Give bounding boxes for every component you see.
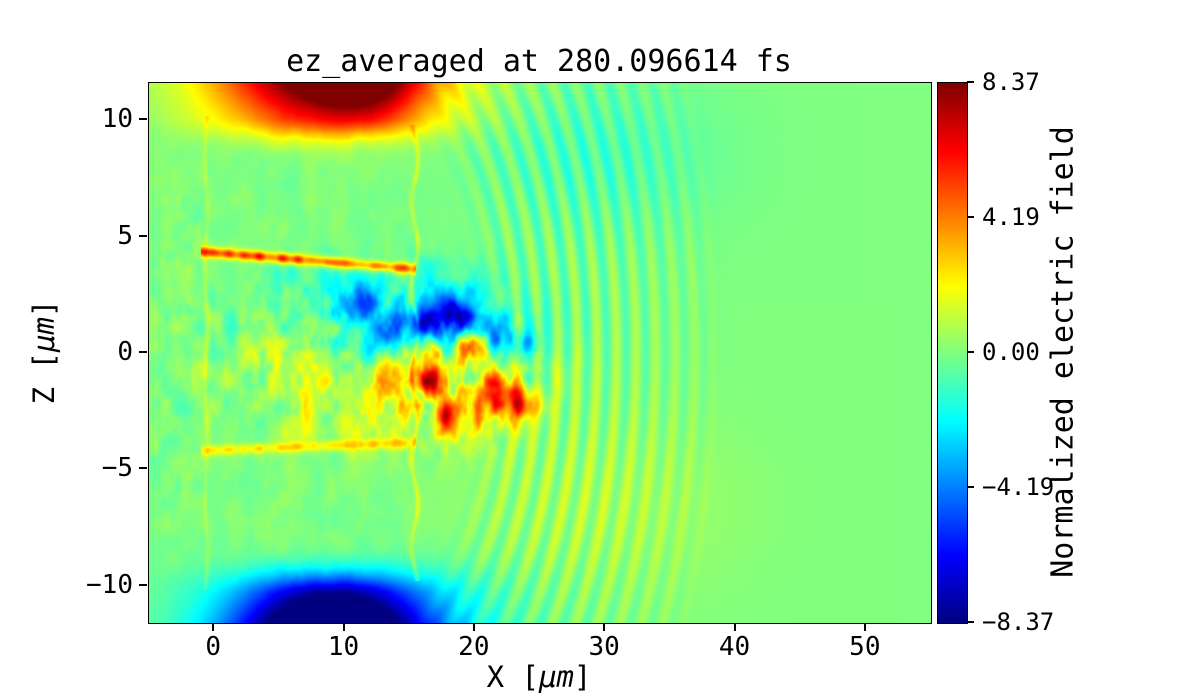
y-tick-label: −10	[86, 569, 133, 600]
y-tick-mark	[139, 118, 147, 121]
y-axis-label-close: ]	[27, 299, 61, 318]
y-tick-mark	[139, 583, 147, 586]
x-axis-label-close: ]	[573, 660, 592, 694]
y-tick-label: 5	[117, 220, 133, 251]
x-tick-label: 20	[458, 632, 490, 662]
x-axis-label-units: μm	[539, 660, 574, 694]
colorbar	[937, 82, 968, 624]
y-tick-mark	[139, 234, 147, 237]
x-tick-mark	[342, 623, 345, 631]
x-tick-mark	[733, 623, 736, 631]
x-axis-label: X [μm]	[148, 660, 930, 694]
x-tick-mark	[863, 623, 866, 631]
colorbar-label: Normalized electric field	[1045, 126, 1081, 578]
colorbar-tick-label: −8.37	[982, 608, 1055, 636]
colorbar-tick-label: −4.19	[982, 473, 1055, 502]
x-axis-label-text: X [	[486, 660, 539, 694]
x-tick-mark	[472, 623, 475, 631]
heatmap-canvas	[149, 83, 931, 623]
colorbar-tick-mark	[967, 351, 974, 353]
x-tick-mark	[212, 623, 215, 631]
colorbar-tick-label: 0.00	[982, 338, 1040, 366]
colorbar-gradient	[938, 83, 967, 623]
colorbar-tick-label: 8.37	[982, 68, 1040, 96]
x-tick-label: 0	[205, 632, 221, 662]
y-tick-mark	[139, 467, 147, 470]
y-tick-label: 10	[101, 104, 133, 135]
x-tick-label: 10	[327, 632, 360, 662]
colorbar-tick-mark	[967, 215, 974, 218]
chart-title: ez_averaged at 280.096614 fs	[286, 44, 792, 79]
x-tick-mark	[603, 623, 606, 631]
colorbar-tick-label: 4.19	[982, 202, 1040, 231]
colorbar-tick-mark	[967, 621, 974, 623]
y-tick-label: 0	[117, 337, 133, 367]
colorbar-tick-mark	[967, 81, 974, 83]
x-tick-label: 50	[849, 632, 881, 662]
y-tick-label: −5	[101, 453, 133, 484]
heatmap-plot-area	[148, 82, 932, 624]
x-tick-label: 40	[718, 632, 751, 662]
x-tick-label: 30	[588, 632, 620, 662]
y-tick-mark	[139, 351, 147, 353]
colorbar-tick-mark	[967, 486, 974, 489]
